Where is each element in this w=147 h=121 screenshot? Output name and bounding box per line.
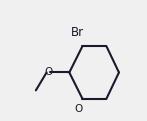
Text: O: O (44, 68, 52, 77)
Text: O: O (75, 104, 83, 114)
Text: Br: Br (71, 26, 84, 39)
